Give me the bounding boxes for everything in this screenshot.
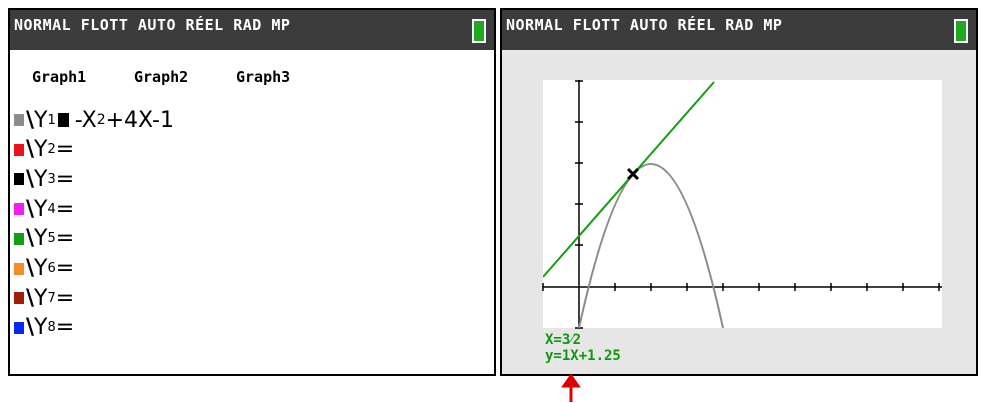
color-swatch <box>14 292 24 305</box>
exponent: 2 <box>96 112 106 128</box>
tangent-line <box>543 81 715 278</box>
equals: = <box>55 285 75 311</box>
equals: = <box>55 196 75 222</box>
cursor-x: X=3⁄2 <box>545 332 582 348</box>
equals: = <box>55 256 75 281</box>
status-bar: NORMAL FLOTT AUTO RÉEL RAD MP <box>10 10 494 50</box>
tab: Graph3 <box>236 68 291 86</box>
status-text: NORMAL FLOTT AUTO RÉEL RAD MP <box>506 16 783 34</box>
var-index: 6 <box>47 261 56 276</box>
status-text: NORMAL FLOTT AUTO RÉEL RAD MP <box>14 16 291 34</box>
var-name: Y <box>34 196 48 222</box>
style-icon: \ <box>26 226 35 252</box>
style-icon: \ <box>26 256 35 281</box>
selected-equals <box>57 113 69 127</box>
y-editor-screen: NORMAL FLOTT AUTO RÉEL RAD MP Graph1 Gra… <box>8 8 496 376</box>
equals: = <box>55 166 75 192</box>
var-index: 8 <box>47 320 56 336</box>
equals: = <box>55 315 75 341</box>
color-swatch <box>14 321 24 334</box>
y-var-row: \ Y 7 = <box>14 285 74 311</box>
style-icon: \ <box>26 107 35 133</box>
var-name: Y <box>34 137 48 163</box>
y-var-row: \ Y 8 = <box>14 315 74 341</box>
equals: = <box>55 137 75 163</box>
color-swatch <box>14 203 24 216</box>
color-swatch <box>14 232 24 245</box>
var-index: 3 <box>47 171 56 187</box>
equals: = <box>55 226 75 252</box>
var-name: Y <box>34 315 48 341</box>
var-index: 4 <box>47 201 56 217</box>
expr: -X <box>74 107 97 133</box>
tab: Graph2 <box>134 68 189 86</box>
var-name: Y <box>34 226 48 252</box>
trace-cursor <box>626 167 640 181</box>
parabola <box>578 163 724 328</box>
expr: +4X-1 <box>105 107 174 133</box>
style-icon: \ <box>26 285 35 311</box>
var-index: 7 <box>47 290 56 306</box>
var-name: Y <box>34 107 48 133</box>
y-var-row: \ Y 6 = <box>14 256 74 282</box>
style-icon: \ <box>26 166 35 192</box>
color-swatch <box>14 143 24 156</box>
y-var-row: \ Y 1 -X 2 +4X-1 <box>14 107 174 133</box>
battery-icon <box>472 19 486 43</box>
style-icon: \ <box>26 137 35 163</box>
graph-area <box>543 80 942 328</box>
style-icon: \ <box>26 196 35 222</box>
var-index: 1 <box>47 112 56 128</box>
color-swatch <box>14 173 24 186</box>
color-swatch <box>14 262 24 275</box>
color-swatch <box>14 114 24 126</box>
y-var-row: \ Y 4 = <box>14 196 74 222</box>
var-name: Y <box>34 285 48 311</box>
y-var-row: \ Y 5 = <box>14 226 74 252</box>
y-var-row: \ Y 3 = <box>14 166 74 192</box>
style-icon: \ <box>26 315 35 341</box>
tangent-equation: y=1X+1.25 <box>545 348 621 364</box>
var-index: 5 <box>47 231 56 247</box>
red-arrow <box>561 373 581 402</box>
var-name: Y <box>34 166 48 192</box>
var-index: 2 <box>47 142 56 158</box>
status-bar: NORMAL FLOTT AUTO RÉEL RAD MP <box>502 10 976 50</box>
var-name: Y <box>34 256 48 281</box>
tab: Graph1 <box>32 68 87 86</box>
battery-icon <box>954 19 968 43</box>
y-var-row: \ Y 2 = <box>14 137 74 163</box>
